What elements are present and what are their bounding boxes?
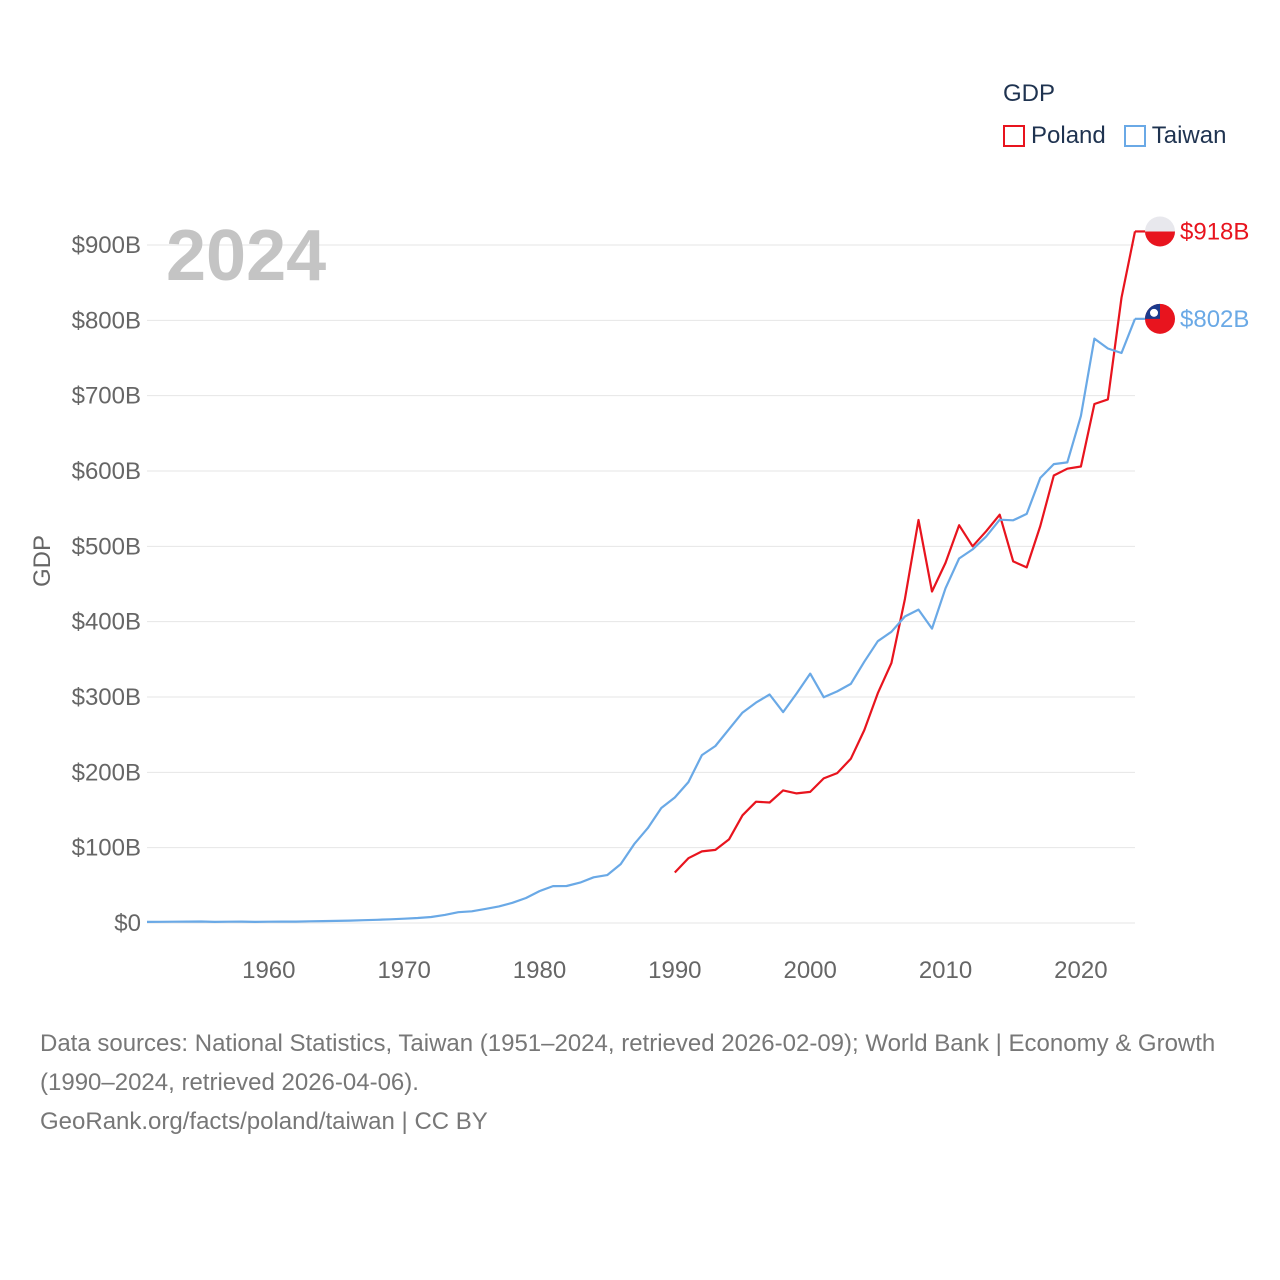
x-tick-label: 1970: [377, 957, 430, 984]
x-tick-label: 2000: [783, 957, 836, 984]
source-site: GeoRank.org/facts/poland/taiwan | CC BY: [40, 1108, 488, 1135]
y-tick-label: $200B: [72, 759, 141, 786]
legend: Poland Taiwan: [1003, 122, 1226, 150]
year-label: 2024: [166, 216, 326, 296]
source-note: Data sources: National Statistics, Taiwa…: [40, 1024, 1240, 1141]
y-tick-labels: $0 $100B $200B $300B $400B $500B $600B $700B $80…: [72, 232, 141, 937]
series-end-markers: $918B $802B: [1135, 216, 1249, 334]
x-tick-label: 1960: [242, 957, 295, 984]
poland-swatch-icon: [1003, 125, 1025, 147]
legend-label-taiwan: Taiwan: [1151, 122, 1227, 149]
series-end-label-taiwan: $802B: [1180, 306, 1249, 333]
y-tick-label: $500B: [72, 533, 141, 560]
y-tick-label: $700B: [72, 383, 141, 410]
series-end-label-poland: $918B: [1180, 218, 1249, 245]
x-tick-label: 1990: [648, 957, 701, 984]
taiwan-flag-icon: [1145, 303, 1175, 334]
taiwan-swatch-icon: [1123, 125, 1146, 147]
series-line-poland: [674, 231, 1137, 874]
series-line-taiwan: [146, 318, 1137, 923]
y-tick-label: $400B: [72, 609, 141, 636]
y-tick-label: $800B: [72, 307, 141, 334]
y-tick-label: $900B: [72, 232, 141, 259]
x-tick-label: 2010: [919, 957, 972, 984]
y-tick-label: $100B: [72, 835, 141, 862]
x-tick-label: 1980: [513, 957, 566, 984]
y-tick-label: $300B: [72, 684, 141, 711]
x-tick-label: 2020: [1054, 957, 1107, 984]
series-lines: [146, 231, 1137, 923]
poland-flag-icon: [1145, 216, 1175, 247]
x-tick-labels: 1960 1970 1980 1990 2000 2010 2020: [242, 957, 1107, 984]
y-axis-label: GDP: [29, 535, 56, 587]
legend-title: GDP: [1003, 80, 1056, 107]
legend-item-poland[interactable]: Poland: [1003, 122, 1106, 150]
gridlines: [147, 244, 1135, 924]
y-tick-label: $0: [114, 910, 141, 937]
legend-item-taiwan[interactable]: Taiwan: [1123, 122, 1227, 150]
y-tick-label: $600B: [72, 458, 141, 485]
legend-label-poland: Poland: [1031, 122, 1106, 149]
source-citation: Data sources: National Statistics, Taiwa…: [40, 1030, 1216, 1096]
